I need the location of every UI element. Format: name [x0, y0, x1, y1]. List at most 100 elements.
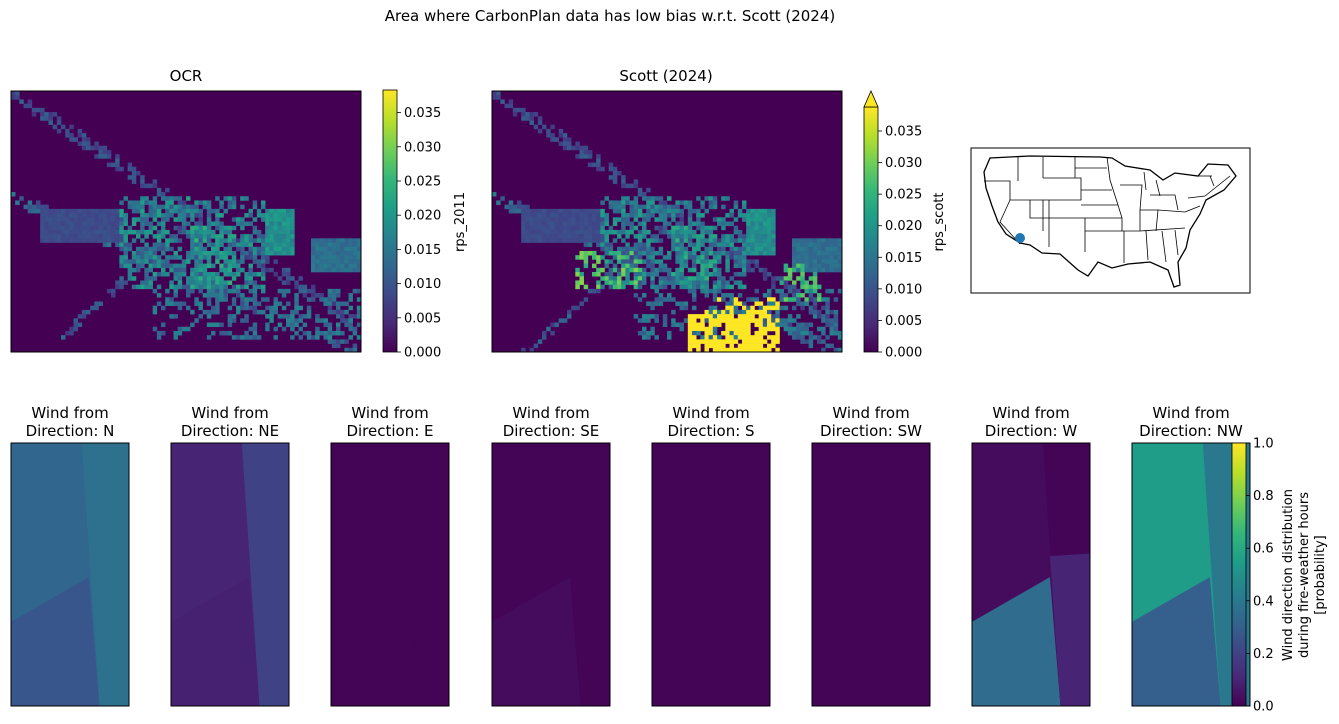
ocr-cell — [215, 322, 220, 328]
ocr-cell — [144, 183, 149, 189]
scott-cell — [679, 301, 684, 306]
scott-cell — [583, 234, 589, 239]
scott-cell — [804, 280, 809, 285]
ocr-cell — [119, 259, 124, 264]
ocr-cell — [261, 288, 266, 294]
scott-cell — [704, 314, 709, 319]
ocr-cell — [315, 250, 320, 256]
scott-cell — [712, 318, 718, 323]
wind-panel-frame — [971, 442, 1091, 707]
scott-cell — [783, 305, 789, 311]
scott-cell — [746, 339, 751, 344]
scott-cell — [554, 225, 559, 231]
ocr-cell — [290, 335, 295, 340]
scott-cell — [646, 187, 651, 193]
scott-cell — [558, 128, 564, 134]
scott-cell — [762, 309, 768, 315]
ocr-cell — [190, 246, 195, 252]
ocr-cell — [231, 200, 237, 205]
ocr-cell — [161, 229, 166, 235]
scott-cell — [733, 204, 739, 210]
ocr-cell — [123, 259, 128, 264]
ocr-cell — [215, 246, 220, 252]
scott-cell — [721, 309, 726, 315]
ocr-cell — [156, 221, 162, 227]
ocr-cell — [86, 137, 91, 142]
ocr-cell — [231, 238, 237, 243]
ocr-cell — [165, 263, 170, 269]
scott-cell — [687, 314, 693, 319]
scott-cell — [637, 255, 643, 260]
ocr-cell — [73, 213, 78, 218]
scott-cell — [758, 208, 764, 214]
wind-region-lower-left — [11, 577, 100, 706]
scott-cell — [675, 255, 680, 260]
scott-cell — [767, 246, 772, 252]
ocr-cell — [56, 116, 62, 121]
ocr-cell — [273, 225, 278, 231]
ocr-cell — [248, 213, 253, 218]
scott-cell — [683, 318, 689, 323]
scott-cell — [687, 208, 693, 214]
scott-cell — [683, 301, 689, 306]
ocr-cell — [252, 326, 258, 332]
ocr-cell — [81, 229, 87, 235]
scott-cell — [725, 280, 730, 285]
ocr-cell — [44, 221, 49, 227]
scott-cell — [683, 284, 689, 290]
scott-cell — [687, 267, 693, 273]
scott-cell — [612, 238, 618, 243]
scott-cell — [771, 339, 776, 344]
scott-cell — [796, 297, 801, 302]
scott-cell — [621, 284, 626, 290]
ocr-cell — [106, 162, 112, 168]
ocr-cell — [219, 288, 224, 294]
scott-cell — [604, 229, 609, 235]
scott-cell — [642, 242, 647, 248]
ocr-cell — [65, 208, 70, 214]
scott-cell — [596, 288, 601, 294]
ocr-cell — [231, 335, 237, 340]
ocr-cell — [81, 145, 87, 151]
scott-cell — [704, 284, 709, 290]
scott-cell — [767, 297, 772, 302]
ocr-cell — [81, 208, 87, 214]
scott-cell — [704, 330, 709, 336]
ocr-cell — [219, 255, 224, 260]
scott-cell — [779, 293, 784, 298]
scott-colorbar-tick-label: 0.005 — [885, 314, 922, 329]
scott-cell — [808, 335, 814, 340]
scott-cell — [704, 347, 709, 352]
ocr-cell — [194, 284, 199, 290]
scott-cell — [600, 225, 605, 231]
scott-cell — [537, 339, 543, 344]
ocr-cell — [194, 204, 199, 210]
ocr-cell — [77, 217, 83, 222]
wind-colorbar-tick-label: 0.0 — [1253, 700, 1274, 715]
ocr-cell — [148, 284, 153, 290]
ocr-cell — [94, 234, 99, 239]
scott-cell — [629, 246, 634, 252]
ocr-cell — [269, 267, 274, 273]
ocr-cell — [352, 326, 358, 332]
scott-cell — [754, 217, 759, 222]
scott-colorbar-tick-label: 0.010 — [885, 282, 922, 297]
scott-cell — [671, 242, 676, 248]
scott-cell — [829, 259, 834, 264]
ocr-cell — [211, 250, 216, 256]
scott-cell — [700, 276, 705, 281]
scott-cell — [771, 238, 776, 243]
scott-cell — [546, 133, 551, 138]
scott-cell — [792, 284, 797, 290]
ocr-cell — [40, 238, 45, 243]
ocr-cell — [156, 284, 162, 290]
ocr-cell — [331, 339, 337, 344]
ocr-cell — [61, 229, 66, 235]
scott-cell — [675, 250, 680, 256]
ocr-cell — [177, 217, 183, 222]
scott-cell — [779, 318, 784, 323]
ocr-cell — [319, 238, 324, 243]
scott-cell — [700, 280, 705, 285]
